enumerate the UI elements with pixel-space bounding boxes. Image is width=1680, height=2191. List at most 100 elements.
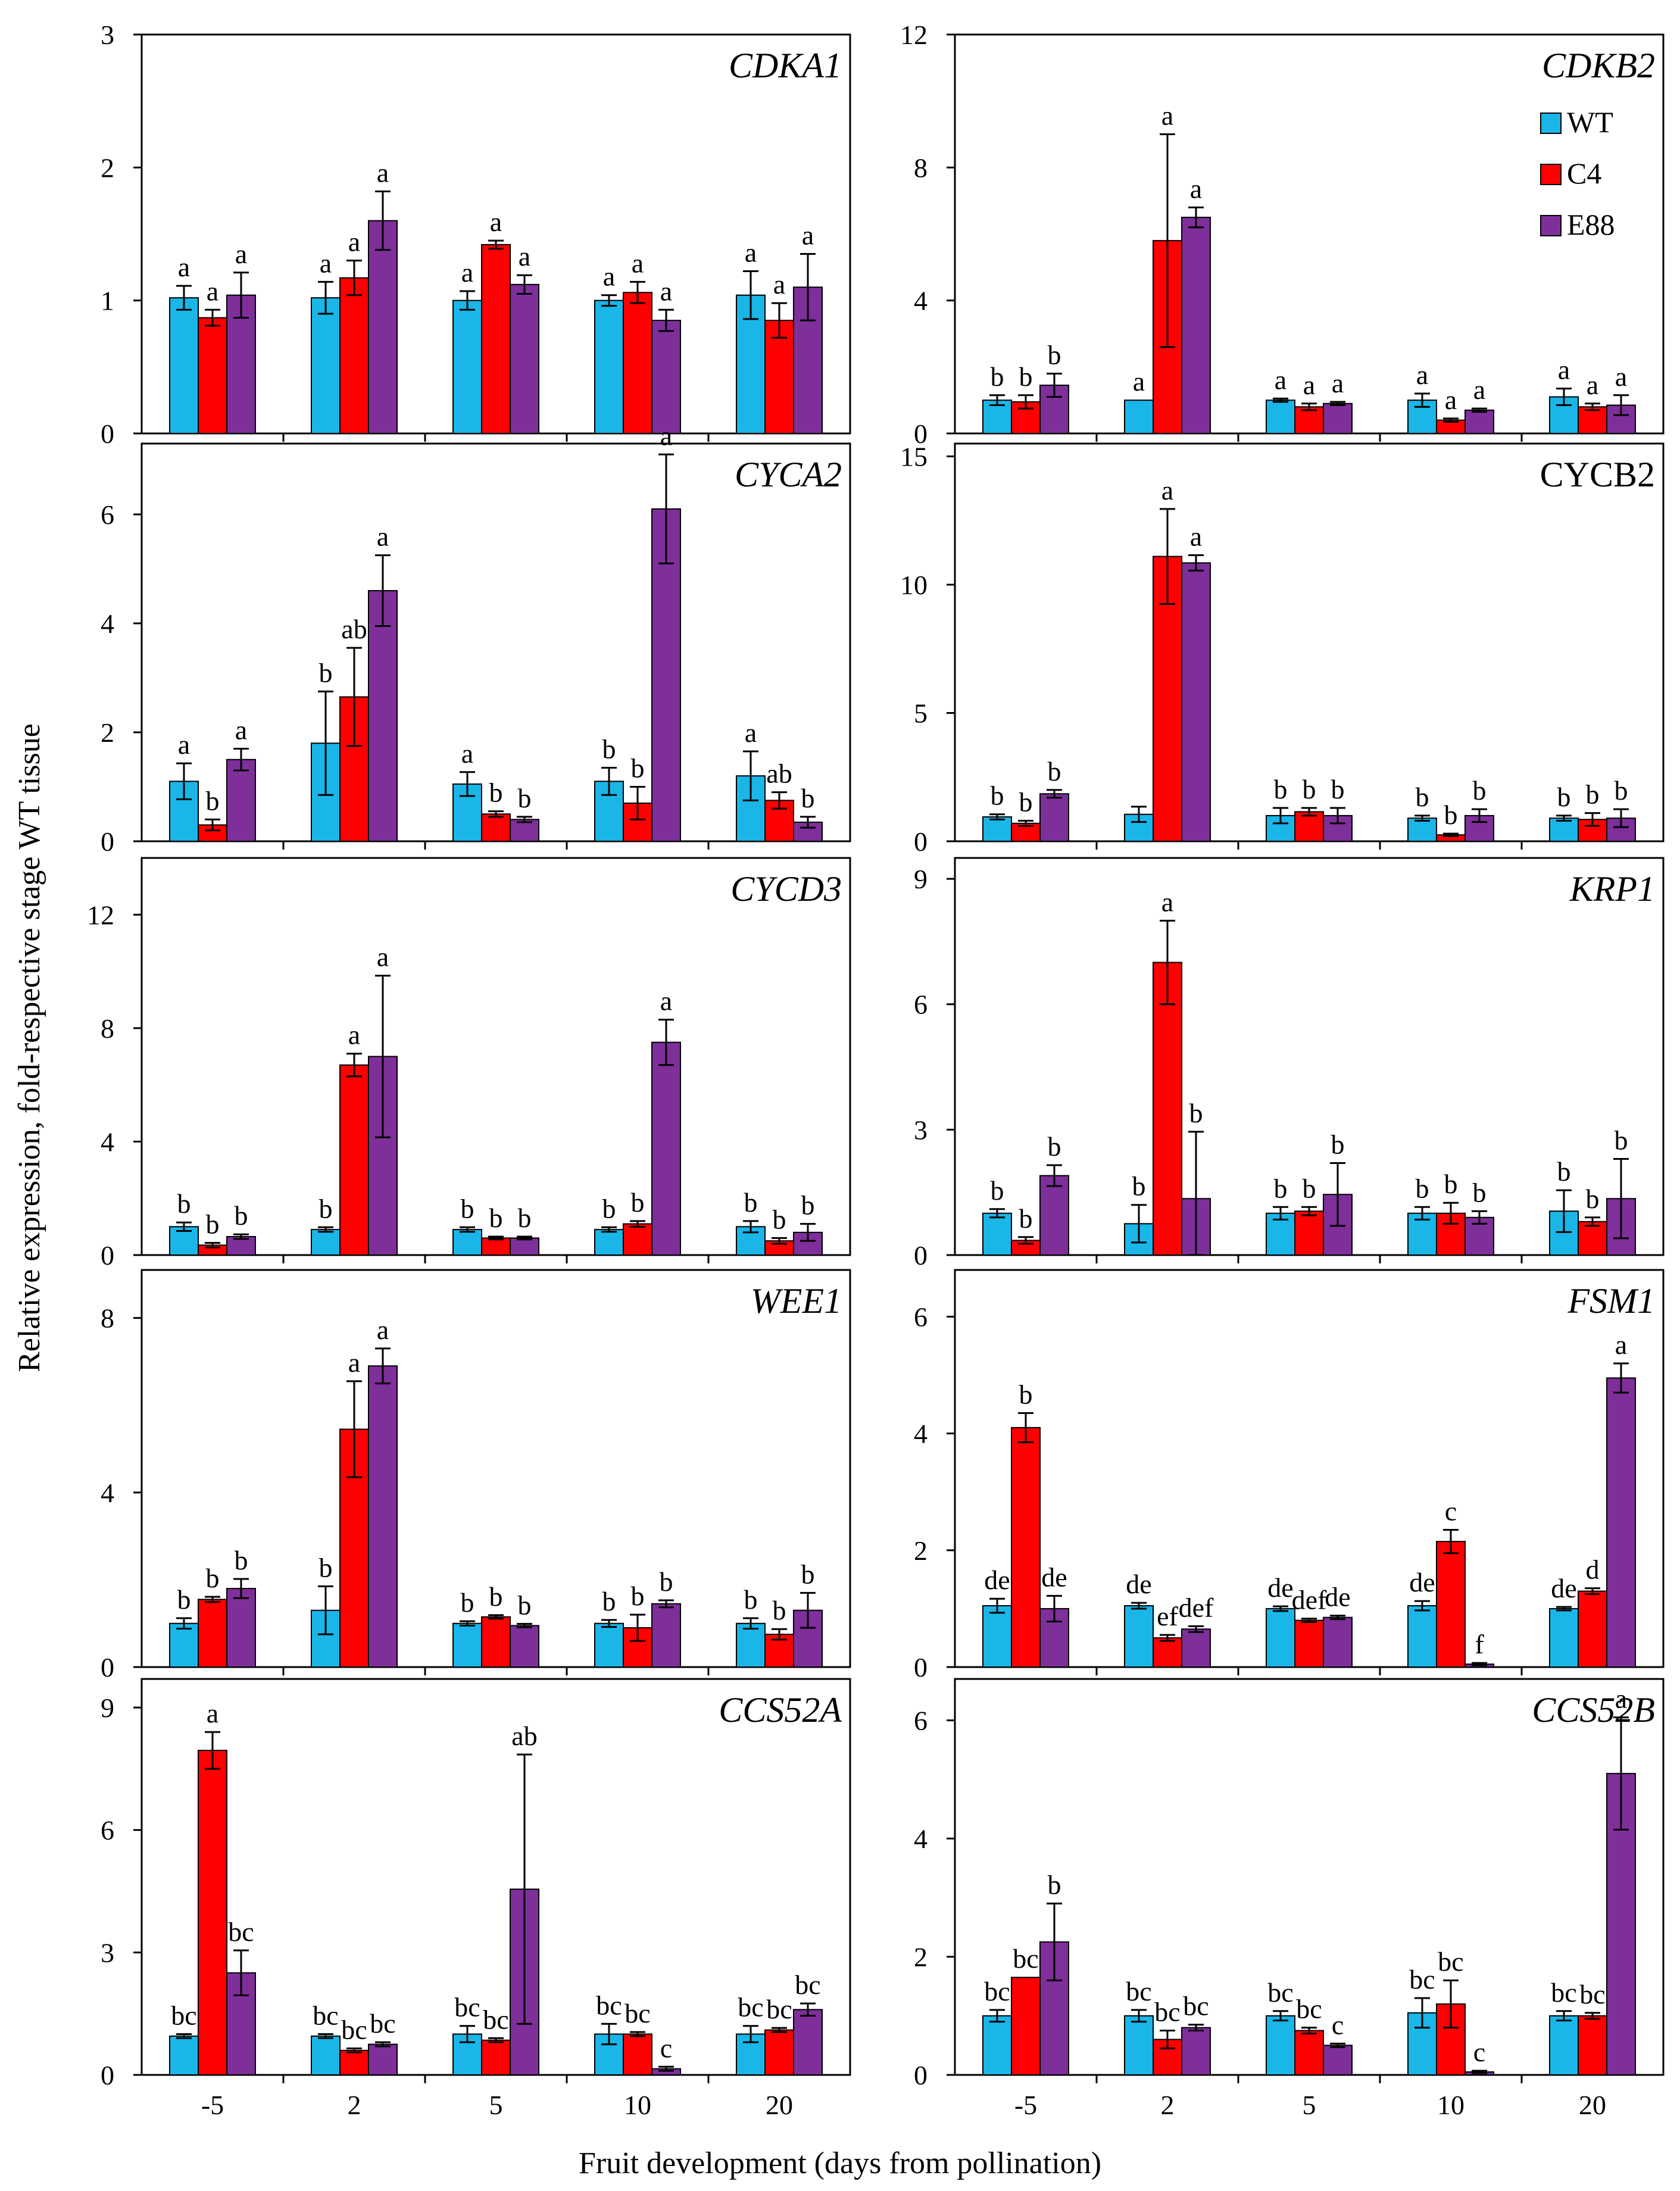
y-tick-label: 1 bbox=[101, 286, 114, 316]
significance-label: a bbox=[377, 522, 389, 552]
significance-label: b bbox=[1416, 782, 1429, 812]
significance-label: a bbox=[1332, 368, 1344, 398]
bar-e88-20 bbox=[793, 2009, 823, 2076]
x-tick-label: 5 bbox=[1303, 2090, 1316, 2120]
bar-c4-5 bbox=[481, 2039, 511, 2076]
significance-label: ef bbox=[1157, 1601, 1178, 1631]
y-axis-title: Relative expression, fold-respective sta… bbox=[13, 723, 46, 1372]
significance-label: b bbox=[1274, 774, 1288, 804]
bar-wt-10 bbox=[594, 299, 624, 434]
y-tick-label: 9 bbox=[914, 864, 928, 894]
significance-label: a bbox=[1303, 370, 1315, 400]
y-tick-label: 12 bbox=[900, 20, 928, 50]
x-tick-label: 2 bbox=[1161, 2090, 1175, 2120]
bar-wt-10 bbox=[1407, 817, 1437, 842]
significance-label: a bbox=[348, 1020, 360, 1050]
significance-label: b bbox=[1557, 1156, 1571, 1187]
y-tick-label: 0 bbox=[914, 826, 928, 857]
significance-label: b bbox=[1019, 1203, 1033, 1234]
panel-title: CCS52A bbox=[719, 1690, 842, 1730]
bar-wt-20 bbox=[1549, 2015, 1579, 2076]
bar-wt-2 bbox=[311, 1229, 341, 1256]
bar-wt-10 bbox=[1407, 1605, 1437, 1668]
significance-label: b bbox=[1615, 775, 1628, 806]
significance-label: a bbox=[461, 738, 473, 769]
y-tick-label: 4 bbox=[101, 1478, 114, 1508]
y-tick-label: 0 bbox=[914, 1652, 928, 1683]
significance-label: b bbox=[1303, 1173, 1316, 1203]
panel-title: KRP1 bbox=[1569, 869, 1655, 909]
significance-label: a bbox=[519, 241, 530, 271]
significance-label: bc bbox=[1183, 1991, 1209, 2021]
significance-label: b bbox=[461, 1193, 474, 1224]
bar-c4-5 bbox=[1011, 1427, 1041, 1668]
significance-label: b bbox=[602, 734, 616, 764]
significance-label: b bbox=[631, 1581, 645, 1611]
y-tick-label: 4 bbox=[914, 286, 928, 316]
legend: WT C4 E88 bbox=[1540, 105, 1615, 241]
y-tick-label: 0 bbox=[914, 2060, 928, 2090]
significance-label: de bbox=[1409, 1567, 1435, 1597]
significance-label: a bbox=[1558, 355, 1570, 385]
x-tick-label: 20 bbox=[1579, 2090, 1606, 2120]
significance-label: b bbox=[991, 781, 1004, 811]
significance-label: a bbox=[1190, 173, 1202, 204]
bar-c4-5 bbox=[1294, 1619, 1324, 1668]
x-tick-label: 20 bbox=[766, 2090, 793, 2120]
bar-e88-5 bbox=[226, 759, 256, 842]
bar-wt-5 bbox=[452, 1229, 482, 1256]
y-tick-label: 4 bbox=[914, 1824, 928, 1854]
significance-label: a bbox=[1161, 101, 1173, 131]
x-tick-label: -5 bbox=[201, 2090, 224, 2120]
panel-title: CDKB2 bbox=[1542, 46, 1655, 85]
y-tick-label: 2 bbox=[101, 717, 114, 748]
y-tick-label: 9 bbox=[101, 1693, 114, 1723]
significance-label: de bbox=[1551, 1573, 1576, 1603]
significance-label: a bbox=[1161, 475, 1173, 505]
significance-label: bc bbox=[341, 2014, 367, 2045]
x-tick-label: 10 bbox=[1437, 2090, 1464, 2120]
significance-label: b bbox=[1048, 756, 1061, 786]
significance-label: b bbox=[1473, 1177, 1487, 1207]
significance-label: a bbox=[1416, 360, 1428, 390]
y-tick-label: 3 bbox=[101, 1937, 114, 1968]
significance-label: a bbox=[1190, 521, 1202, 551]
x-axis-title: Fruit development (days from pollination… bbox=[579, 2146, 1101, 2180]
x-tick-label: 5 bbox=[489, 2090, 503, 2120]
significance-label: a bbox=[660, 986, 672, 1016]
bar-e88-2 bbox=[1181, 2027, 1211, 2075]
bar-e88-10 bbox=[1464, 409, 1494, 435]
bar-c4-10 bbox=[623, 292, 652, 434]
y-tick-label: 0 bbox=[101, 419, 114, 449]
bar-e88-10 bbox=[651, 1041, 681, 1256]
y-tick-label: 8 bbox=[914, 152, 928, 183]
significance-label: b bbox=[1019, 361, 1033, 392]
significance-label: b bbox=[235, 1200, 248, 1231]
significance-label: c bbox=[1332, 2009, 1344, 2040]
bar-e88-5 bbox=[226, 1588, 256, 1668]
y-tick-label: 4 bbox=[914, 1419, 928, 1449]
significance-label: b bbox=[744, 1187, 758, 1218]
bar-wt-20 bbox=[1549, 817, 1579, 842]
significance-label: a bbox=[660, 276, 672, 306]
bar-c4-20 bbox=[764, 2029, 794, 2076]
significance-label: a bbox=[235, 714, 247, 745]
significance-label: a bbox=[377, 942, 389, 972]
significance-label: b bbox=[1444, 1169, 1458, 1199]
significance-label: b bbox=[1331, 1129, 1345, 1160]
significance-label: bc bbox=[171, 2000, 196, 2030]
significance-label: b bbox=[773, 1204, 786, 1234]
bar-wt-5 bbox=[1266, 2015, 1295, 2076]
significance-label: b bbox=[1331, 774, 1345, 804]
x-tick-label: -5 bbox=[1014, 2090, 1037, 2120]
significance-label: b bbox=[319, 657, 333, 688]
significance-label: f bbox=[1475, 1629, 1484, 1659]
significance-label: b bbox=[206, 785, 220, 816]
significance-label: bc bbox=[454, 1992, 480, 2023]
bar-c4-10 bbox=[623, 1223, 652, 1256]
y-tick-label: 2 bbox=[914, 1535, 928, 1566]
